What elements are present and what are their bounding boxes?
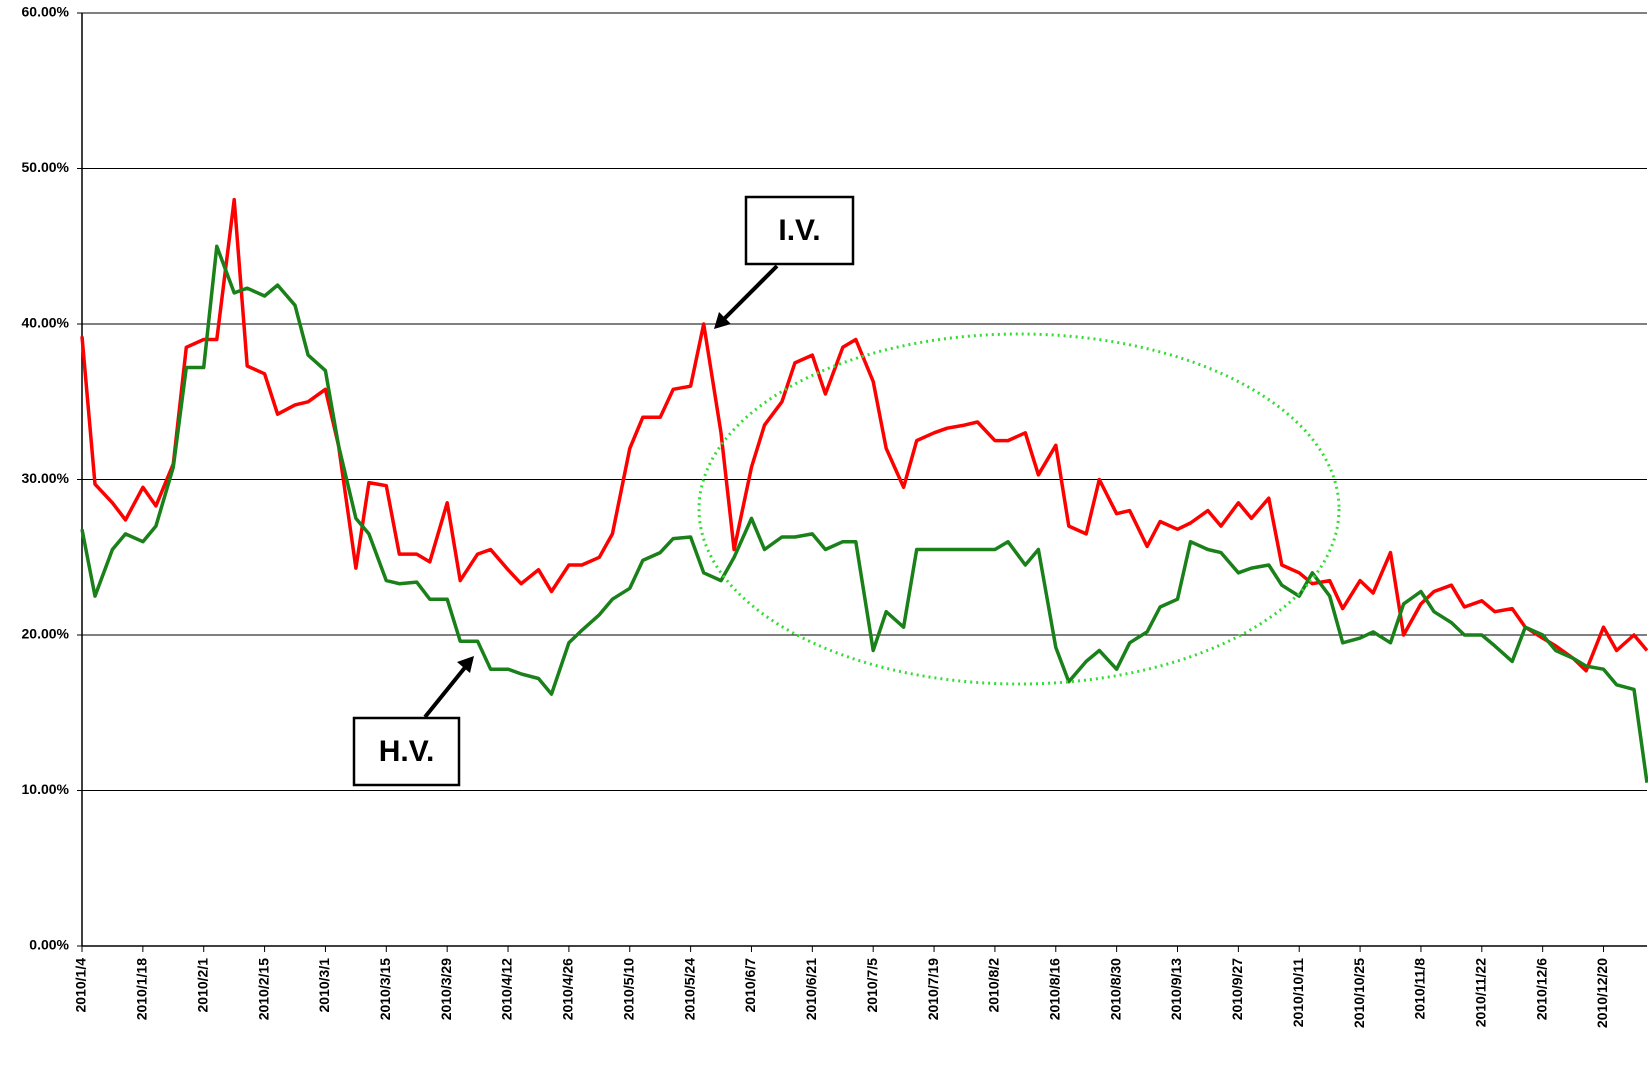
x-tick-label: 2010/4/12 [499,958,515,1020]
x-tick-label: 2010/8/16 [1046,958,1062,1020]
x-tick-label: 2010/12/20 [1594,958,1610,1028]
x-tick-label: 2010/4/26 [560,958,576,1020]
y-tick-label: 60.00% [22,4,70,20]
highlight-ellipse [697,332,1341,686]
x-tick-label: 2010/6/7 [742,958,758,1013]
x-tick-label: 2010/10/25 [1351,958,1367,1028]
annotation-label: I.V. [778,214,820,247]
arrow-line [423,663,469,719]
arrow-head [714,312,731,329]
x-tick-label: 2010/12/6 [1533,958,1549,1020]
x-tick-label: 2010/3/29 [438,958,454,1020]
y-tick-label: 30.00% [22,470,70,486]
y-tick-label: 50.00% [22,159,70,175]
y-tick-label: 20.00% [22,626,70,642]
x-tick-label: 2010/7/19 [925,958,941,1020]
x-tick-label: 2010/6/21 [803,958,819,1020]
iv-annotation: I.V. [714,195,855,329]
grid-layer: 0.00% 10.00% 20.00% 30.00% 40.00% 50.00% 60.00… [22,4,1647,1028]
x-tick-label: 2010/8/2 [986,958,1002,1013]
y-tick-label: 40.00% [22,315,70,331]
y-tick-label: 10.00% [22,781,70,797]
annotation-label: H.V. [379,735,435,768]
x-tick-label: 2010/2/15 [255,958,271,1020]
x-tick-label: 2010/2/1 [194,958,210,1013]
annotation-box [352,716,461,787]
series-line [80,197,1648,673]
series-line [80,244,1648,783]
arrow-head [457,656,474,673]
x-tick-label: 2010/8/30 [1107,958,1123,1020]
annotation-box [744,195,855,266]
x-tick-label: 2010/3/1 [316,958,332,1013]
arrow-line [720,264,779,323]
x-tick-label: 2010/10/11 [1290,958,1306,1028]
x-tick-label: 2010/11/22 [1473,958,1489,1028]
x-tick-label: 2010/1/18 [134,958,150,1020]
x-tick-label: 2010/5/10 [620,958,636,1020]
y-tick-label: 0.00% [29,937,69,953]
hv-annotation: H.V. [352,656,474,787]
x-tick-label: 2010/1/4 [73,958,89,1013]
x-tick-label: 2010/3/15 [377,958,393,1020]
x-tick-label: 2010/5/24 [681,958,697,1020]
x-tick-label: 2010/9/27 [1229,958,1245,1020]
x-tick-label: 2010/9/13 [1168,958,1184,1020]
x-tick-label: 2010/11/8 [1412,958,1428,1020]
x-tick-label: 2010/7/5 [864,958,880,1013]
lines-layer [80,197,1648,783]
